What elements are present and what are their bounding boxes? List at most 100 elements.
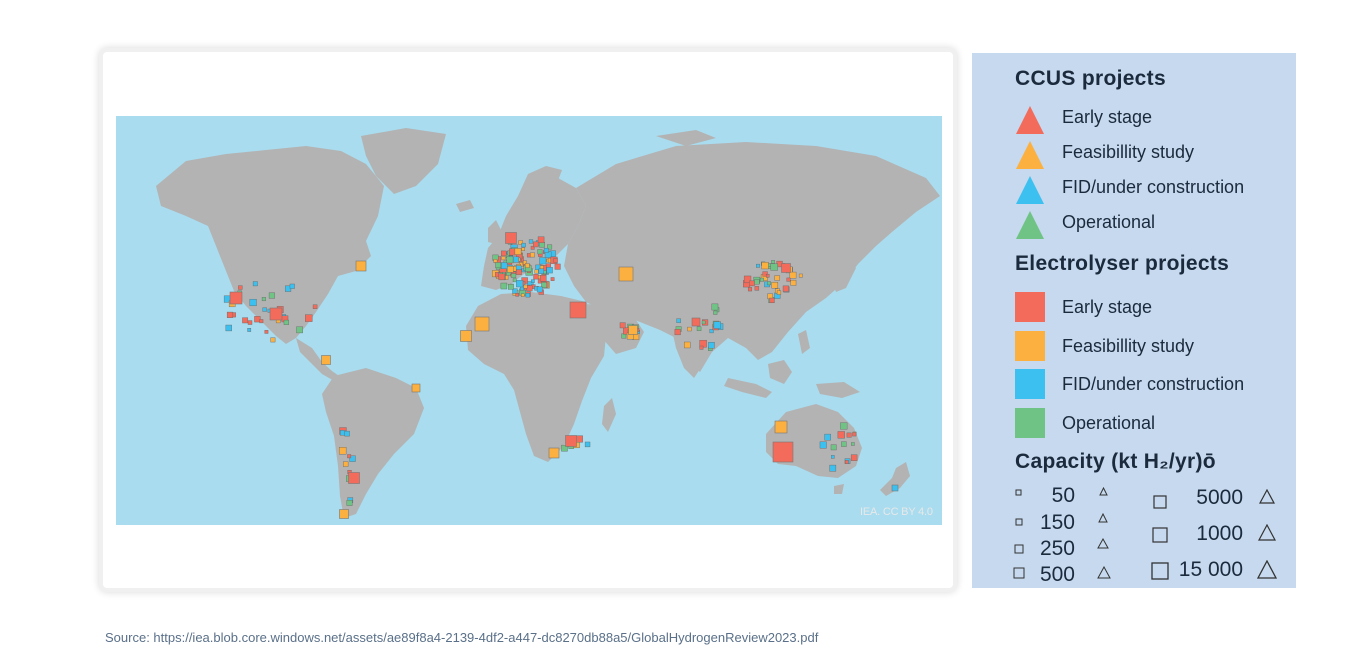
project-marker xyxy=(786,277,791,282)
project-marker xyxy=(767,281,771,286)
project-marker xyxy=(507,266,514,273)
project-marker xyxy=(534,269,539,274)
project-marker xyxy=(537,249,543,255)
capacity-1000-triangle-icon xyxy=(1258,524,1276,541)
project-marker xyxy=(575,435,583,443)
project-marker xyxy=(841,441,847,447)
greenland xyxy=(361,128,446,194)
project-marker xyxy=(541,282,548,288)
project-marker xyxy=(696,326,702,331)
capacity-50-square-icon xyxy=(1015,489,1022,496)
project-marker xyxy=(674,329,681,336)
capacity-150-label: 150 xyxy=(1039,511,1075,534)
india xyxy=(672,326,712,378)
project-marker xyxy=(289,283,295,289)
project-marker xyxy=(554,263,561,270)
project-marker xyxy=(526,285,533,292)
project-marker xyxy=(495,262,502,269)
asia xyxy=(564,142,940,372)
project-marker xyxy=(349,455,356,462)
project-marker xyxy=(830,444,837,451)
project-marker-north-america-west xyxy=(269,307,283,321)
project-marker xyxy=(762,271,768,277)
electrolyser-item-feasibility: Feasibillity study xyxy=(1062,336,1195,356)
project-marker xyxy=(776,290,782,295)
ccus-operational-icon xyxy=(1016,211,1044,239)
capacity-500-square-icon xyxy=(1013,567,1025,579)
project-marker xyxy=(500,282,508,290)
project-marker xyxy=(553,258,558,263)
capacity-50-label: 50 xyxy=(1051,484,1075,507)
project-marker xyxy=(249,298,257,307)
project-marker xyxy=(515,293,519,297)
project-marker-mexico xyxy=(321,355,331,365)
project-marker xyxy=(522,260,527,265)
project-marker xyxy=(687,326,692,332)
project-marker xyxy=(709,329,714,334)
project-marker-morocco xyxy=(474,316,490,332)
project-marker-china xyxy=(781,263,791,273)
project-marker xyxy=(343,461,349,467)
project-marker xyxy=(561,444,568,452)
project-marker xyxy=(283,319,289,325)
tasmania xyxy=(834,484,844,494)
project-marker xyxy=(539,265,544,270)
project-marker xyxy=(850,454,858,461)
arctic-islands xyxy=(656,130,716,146)
project-marker xyxy=(264,330,269,334)
capacity-5000-triangle-icon xyxy=(1259,489,1275,504)
project-marker-south-africa xyxy=(565,435,577,447)
project-marker xyxy=(524,263,530,268)
project-marker xyxy=(539,257,547,265)
project-marker-europe xyxy=(505,232,517,244)
project-marker xyxy=(531,279,535,283)
project-marker xyxy=(226,311,234,318)
project-marker xyxy=(536,286,543,293)
project-marker xyxy=(511,273,517,279)
indonesia-west xyxy=(724,378,772,398)
project-marker xyxy=(262,307,267,312)
project-marker-egypt xyxy=(569,301,587,319)
project-marker xyxy=(798,273,803,278)
capacity-250-square-icon xyxy=(1014,544,1024,554)
project-marker xyxy=(819,441,827,449)
electrolyser-operational-icon xyxy=(1015,408,1045,438)
project-marker xyxy=(523,284,528,289)
project-marker xyxy=(713,321,721,329)
project-marker xyxy=(238,285,243,290)
project-marker xyxy=(844,460,849,464)
project-marker xyxy=(296,326,303,334)
project-marker xyxy=(831,455,835,459)
project-marker xyxy=(789,271,797,279)
project-marker xyxy=(528,239,534,244)
scandinavia xyxy=(518,166,562,196)
project-marker xyxy=(525,292,531,298)
project-marker xyxy=(701,320,706,325)
capacity-500-label: 500 xyxy=(1039,563,1075,586)
new-guinea xyxy=(816,382,860,398)
project-marker-west-africa xyxy=(460,330,472,342)
arabia xyxy=(588,304,644,354)
project-marker xyxy=(774,275,780,281)
electrolyser-fid-icon xyxy=(1015,369,1045,399)
iceland xyxy=(456,200,474,212)
capacity-150-triangle-icon xyxy=(1098,513,1108,523)
capacity-5000-square-icon xyxy=(1153,495,1167,509)
ccus-title: CCUS projects xyxy=(1015,67,1166,90)
ccus-item-feasibility: Feasibillity study xyxy=(1062,142,1195,162)
project-marker xyxy=(747,287,753,292)
borneo xyxy=(768,360,792,384)
project-marker xyxy=(347,454,352,459)
central-america xyxy=(296,338,342,382)
project-marker xyxy=(521,247,525,251)
capacity-5000-label: 5000 xyxy=(1196,486,1243,509)
capacity-250-label: 250 xyxy=(1039,537,1075,560)
project-marker xyxy=(533,241,539,248)
project-marker xyxy=(508,283,514,290)
project-marker xyxy=(512,288,518,294)
project-marker xyxy=(543,247,549,253)
project-marker xyxy=(546,267,553,274)
electrolyser-feasibility-icon xyxy=(1015,331,1045,361)
project-marker xyxy=(516,269,522,275)
project-marker xyxy=(254,316,261,323)
